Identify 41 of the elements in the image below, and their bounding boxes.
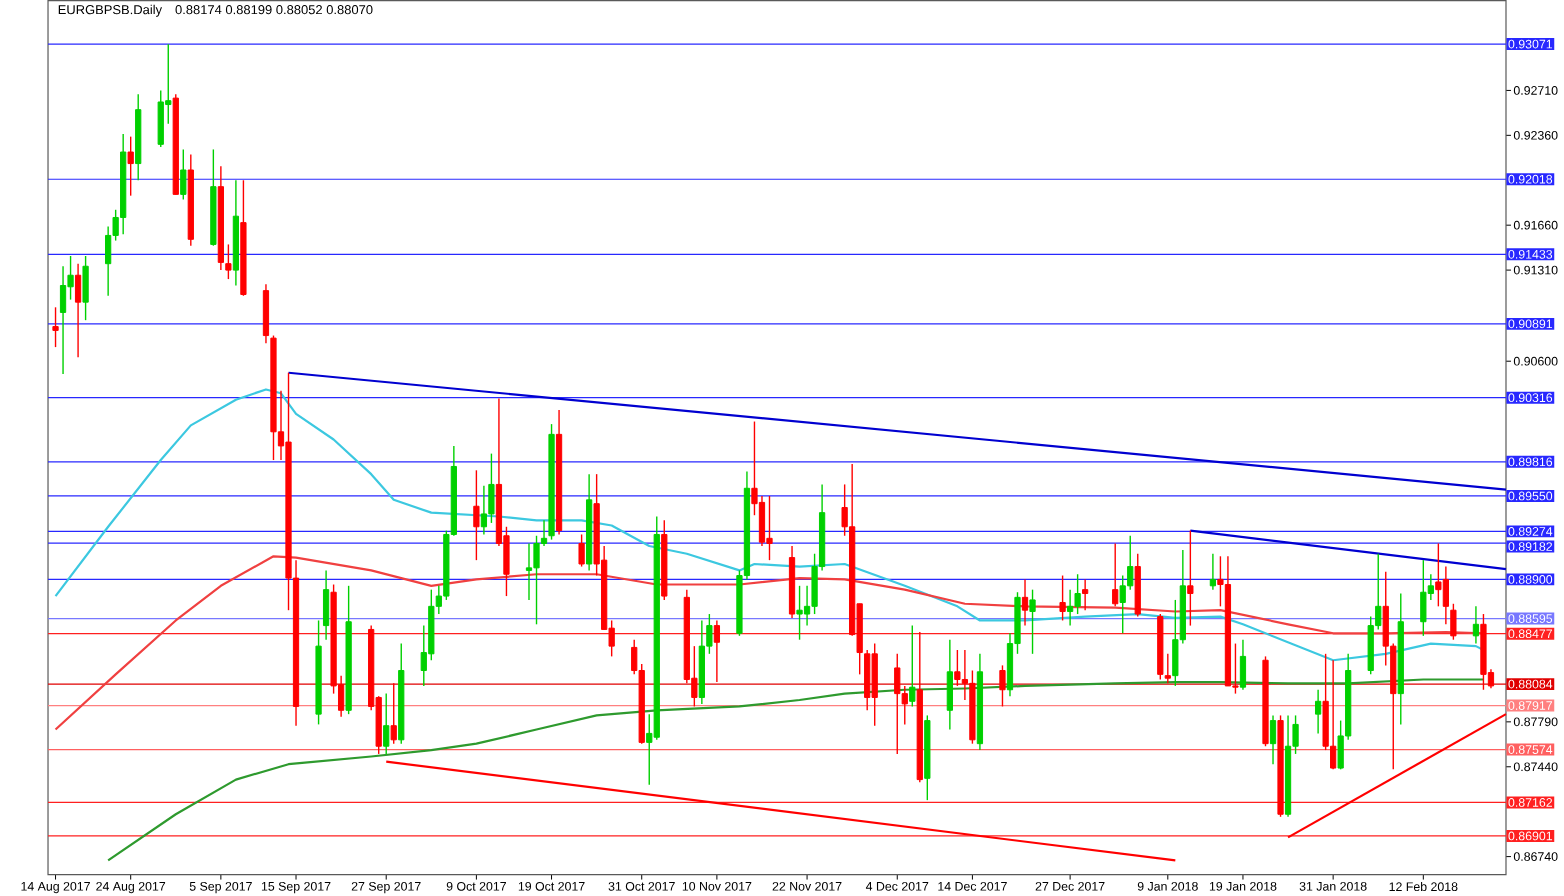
candlestick xyxy=(1112,543,1119,608)
candlestick xyxy=(480,485,488,536)
candlestick xyxy=(383,693,390,756)
candlestick xyxy=(1269,715,1277,766)
candlestick xyxy=(157,90,164,148)
candlestick xyxy=(1066,589,1074,627)
candlestick xyxy=(1187,530,1194,627)
candlestick xyxy=(127,136,134,197)
candlestick xyxy=(473,470,480,562)
candlestick xyxy=(578,534,585,568)
candlestick xyxy=(390,683,397,745)
candlestick xyxy=(1420,559,1427,637)
candlestick xyxy=(999,665,1006,708)
candlestick xyxy=(74,263,82,359)
candlestick xyxy=(1314,689,1322,735)
candlestick xyxy=(1330,659,1337,771)
line-series xyxy=(54,555,1485,732)
candlestick xyxy=(52,307,59,349)
candlestick xyxy=(1029,589,1036,655)
candlestick xyxy=(180,149,187,201)
candlestick xyxy=(894,653,901,756)
line-series xyxy=(107,678,1485,862)
candlestick xyxy=(1082,579,1089,612)
candlestick xyxy=(1134,553,1141,618)
candlestick xyxy=(796,585,803,641)
candlestick xyxy=(758,495,766,548)
candlestick xyxy=(82,255,89,322)
candlestick xyxy=(946,639,953,731)
candlestick xyxy=(713,620,721,684)
candlestick xyxy=(766,495,773,562)
candlestick xyxy=(909,625,916,708)
candlestick xyxy=(525,543,533,602)
candlestick xyxy=(322,570,330,641)
candlestick xyxy=(1059,575,1066,622)
candlestick xyxy=(1239,639,1247,691)
candlestick xyxy=(871,643,878,727)
candlestick xyxy=(1472,606,1480,645)
candlestick xyxy=(1209,553,1217,591)
candlestick xyxy=(1021,579,1029,627)
candlestick xyxy=(1435,543,1442,608)
candlestick xyxy=(59,265,67,376)
